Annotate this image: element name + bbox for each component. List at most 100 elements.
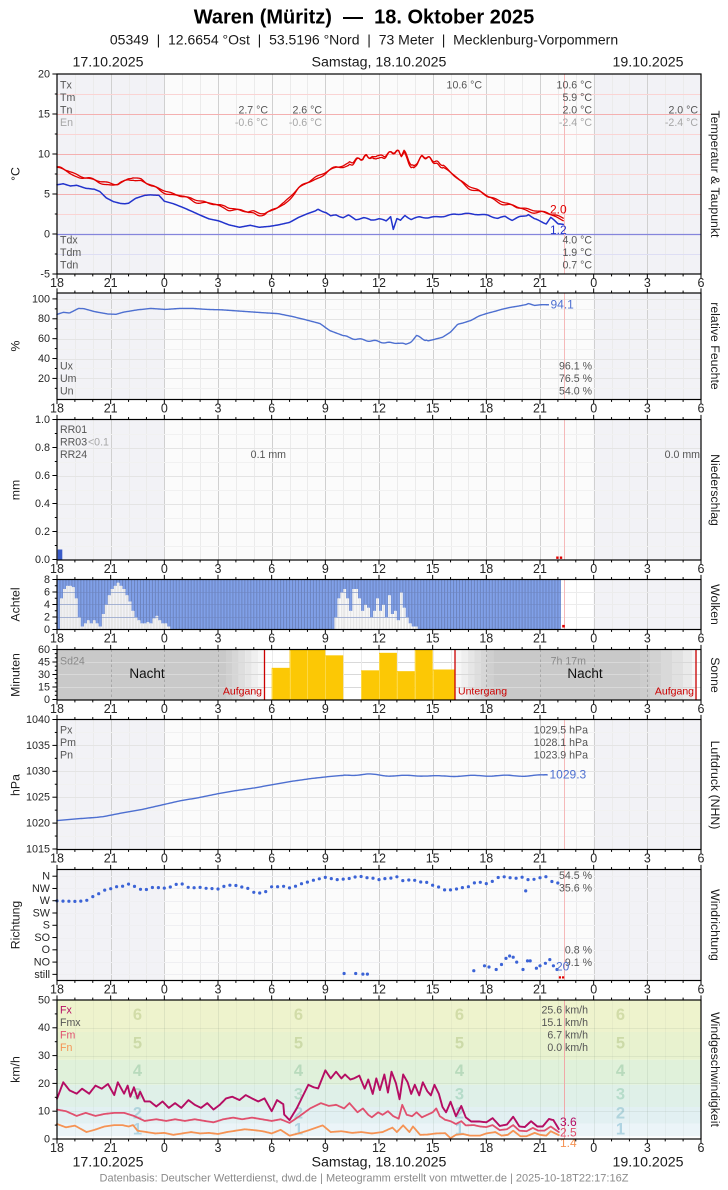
svg-text:3: 3 [215, 851, 222, 865]
svg-text:2.0 °C: 2.0 °C [668, 104, 698, 116]
svg-text:15: 15 [426, 401, 440, 415]
svg-text:1.2: 1.2 [550, 223, 567, 237]
svg-text:O: O [42, 944, 50, 956]
svg-text:12: 12 [372, 631, 386, 645]
svg-text:0.7 °C: 0.7 °C [562, 259, 592, 271]
svg-text:21: 21 [533, 276, 547, 290]
svg-text:Fmx: Fmx [60, 1017, 81, 1029]
svg-text:4: 4 [455, 1062, 465, 1080]
svg-text:2.6 °C: 2.6 °C [292, 104, 322, 116]
svg-text:Fm: Fm [60, 1029, 75, 1041]
svg-text:1028.1 hPa: 1028.1 hPa [534, 737, 588, 749]
svg-text:Samstag, 18.10.2025: Samstag, 18.10.2025 [312, 54, 447, 70]
svg-text:6: 6 [268, 562, 275, 576]
svg-text:21: 21 [533, 851, 547, 865]
svg-text:50: 50 [38, 994, 50, 1006]
svg-text:1: 1 [455, 1120, 464, 1138]
svg-text:6: 6 [698, 1141, 705, 1155]
svg-text:2.0 °C: 2.0 °C [562, 104, 592, 116]
svg-text:10.6 °C: 10.6 °C [447, 79, 483, 91]
svg-text:45: 45 [38, 656, 50, 668]
svg-text:2: 2 [616, 1105, 625, 1123]
svg-text:NW: NW [32, 883, 51, 895]
svg-text:3: 3 [215, 982, 222, 996]
svg-text:6: 6 [698, 982, 705, 996]
svg-text:6.7 km/h: 6.7 km/h [547, 1029, 588, 1041]
svg-text:9.1 %: 9.1 % [565, 957, 593, 969]
svg-text:6: 6 [698, 276, 705, 290]
svg-text:-2.4 °C: -2.4 °C [665, 117, 698, 129]
svg-text:30: 30 [38, 669, 50, 681]
svg-text:17.10.2025: 17.10.2025 [72, 54, 143, 70]
svg-text:RR24: RR24 [60, 449, 87, 461]
svg-text:Pm: Pm [60, 737, 76, 749]
svg-text:20: 20 [38, 1078, 50, 1090]
svg-text:km/h: km/h [8, 1056, 22, 1083]
svg-text:W: W [40, 895, 51, 907]
svg-text:Tx: Tx [60, 79, 72, 91]
svg-text:0: 0 [44, 624, 50, 636]
svg-text:Aufgang: Aufgang [223, 685, 262, 697]
svg-text:54.5 %: 54.5 % [559, 870, 593, 882]
svg-text:Tdx: Tdx [60, 234, 78, 246]
svg-text:3: 3 [644, 982, 651, 996]
svg-text:1030: 1030 [26, 766, 50, 778]
svg-text:2.0: 2.0 [550, 203, 567, 217]
svg-text:6: 6 [133, 1006, 142, 1024]
svg-text:6: 6 [616, 1006, 625, 1024]
svg-text:18: 18 [50, 702, 64, 716]
svg-text:Pn: Pn [60, 749, 73, 761]
svg-text:4: 4 [616, 1062, 626, 1080]
svg-text:En: En [60, 117, 73, 129]
svg-text:0: 0 [590, 702, 597, 716]
svg-text:6: 6 [698, 401, 705, 415]
svg-text:Windrichtung: Windrichtung [708, 889, 722, 961]
svg-text:6: 6 [294, 1006, 303, 1024]
svg-text:0: 0 [590, 631, 597, 645]
svg-text:21: 21 [533, 702, 547, 716]
svg-text:1029.3: 1029.3 [550, 768, 587, 782]
svg-text:2.5: 2.5 [560, 1126, 577, 1140]
svg-text:0: 0 [44, 228, 50, 240]
svg-text:12: 12 [372, 1141, 386, 1155]
svg-text:6: 6 [44, 586, 50, 598]
svg-text:Sd24: Sd24 [60, 655, 85, 667]
svg-text:76.5 %: 76.5 % [559, 373, 593, 385]
svg-text:Achtel: Achtel [8, 587, 22, 621]
svg-text:-0.6 °C: -0.6 °C [289, 117, 322, 129]
svg-text:1040: 1040 [26, 714, 50, 726]
svg-text:15: 15 [426, 631, 440, 645]
svg-text:21: 21 [104, 562, 118, 576]
svg-text:12: 12 [372, 276, 386, 290]
svg-text:21: 21 [104, 702, 118, 716]
svg-text:3: 3 [215, 631, 222, 645]
svg-text:Aufgang: Aufgang [655, 685, 694, 697]
svg-text:0: 0 [161, 276, 168, 290]
svg-text:-2.4 °C: -2.4 °C [559, 117, 592, 129]
svg-text:10: 10 [38, 148, 50, 160]
svg-text:1023.9 hPa: 1023.9 hPa [534, 749, 588, 761]
svg-text:60: 60 [38, 333, 50, 345]
svg-text:1020: 1020 [26, 817, 50, 829]
svg-text:1.9 °C: 1.9 °C [562, 247, 592, 259]
svg-text:3: 3 [294, 1086, 303, 1104]
svg-text:17.10.2025: 17.10.2025 [72, 1154, 143, 1170]
svg-text:18: 18 [50, 982, 64, 996]
svg-text:0: 0 [590, 982, 597, 996]
svg-text:2: 2 [133, 1105, 142, 1123]
svg-text:Px: Px [60, 724, 73, 736]
svg-text:100: 100 [32, 293, 50, 305]
svg-text:Luftdruck (NHN): Luftdruck (NHN) [708, 741, 722, 830]
svg-text:3.6: 3.6 [560, 1115, 577, 1129]
svg-text:Fx: Fx [60, 1004, 72, 1016]
svg-text:96.1 %: 96.1 % [559, 360, 593, 372]
svg-text:18: 18 [479, 631, 493, 645]
svg-text:5: 5 [44, 188, 50, 200]
svg-text:15: 15 [38, 681, 50, 693]
svg-text:3: 3 [644, 631, 651, 645]
svg-text:9: 9 [322, 401, 329, 415]
svg-text:2: 2 [294, 1105, 303, 1123]
svg-text:-5: -5 [40, 268, 50, 280]
svg-text:S: S [43, 920, 50, 932]
svg-text:0: 0 [161, 562, 168, 576]
